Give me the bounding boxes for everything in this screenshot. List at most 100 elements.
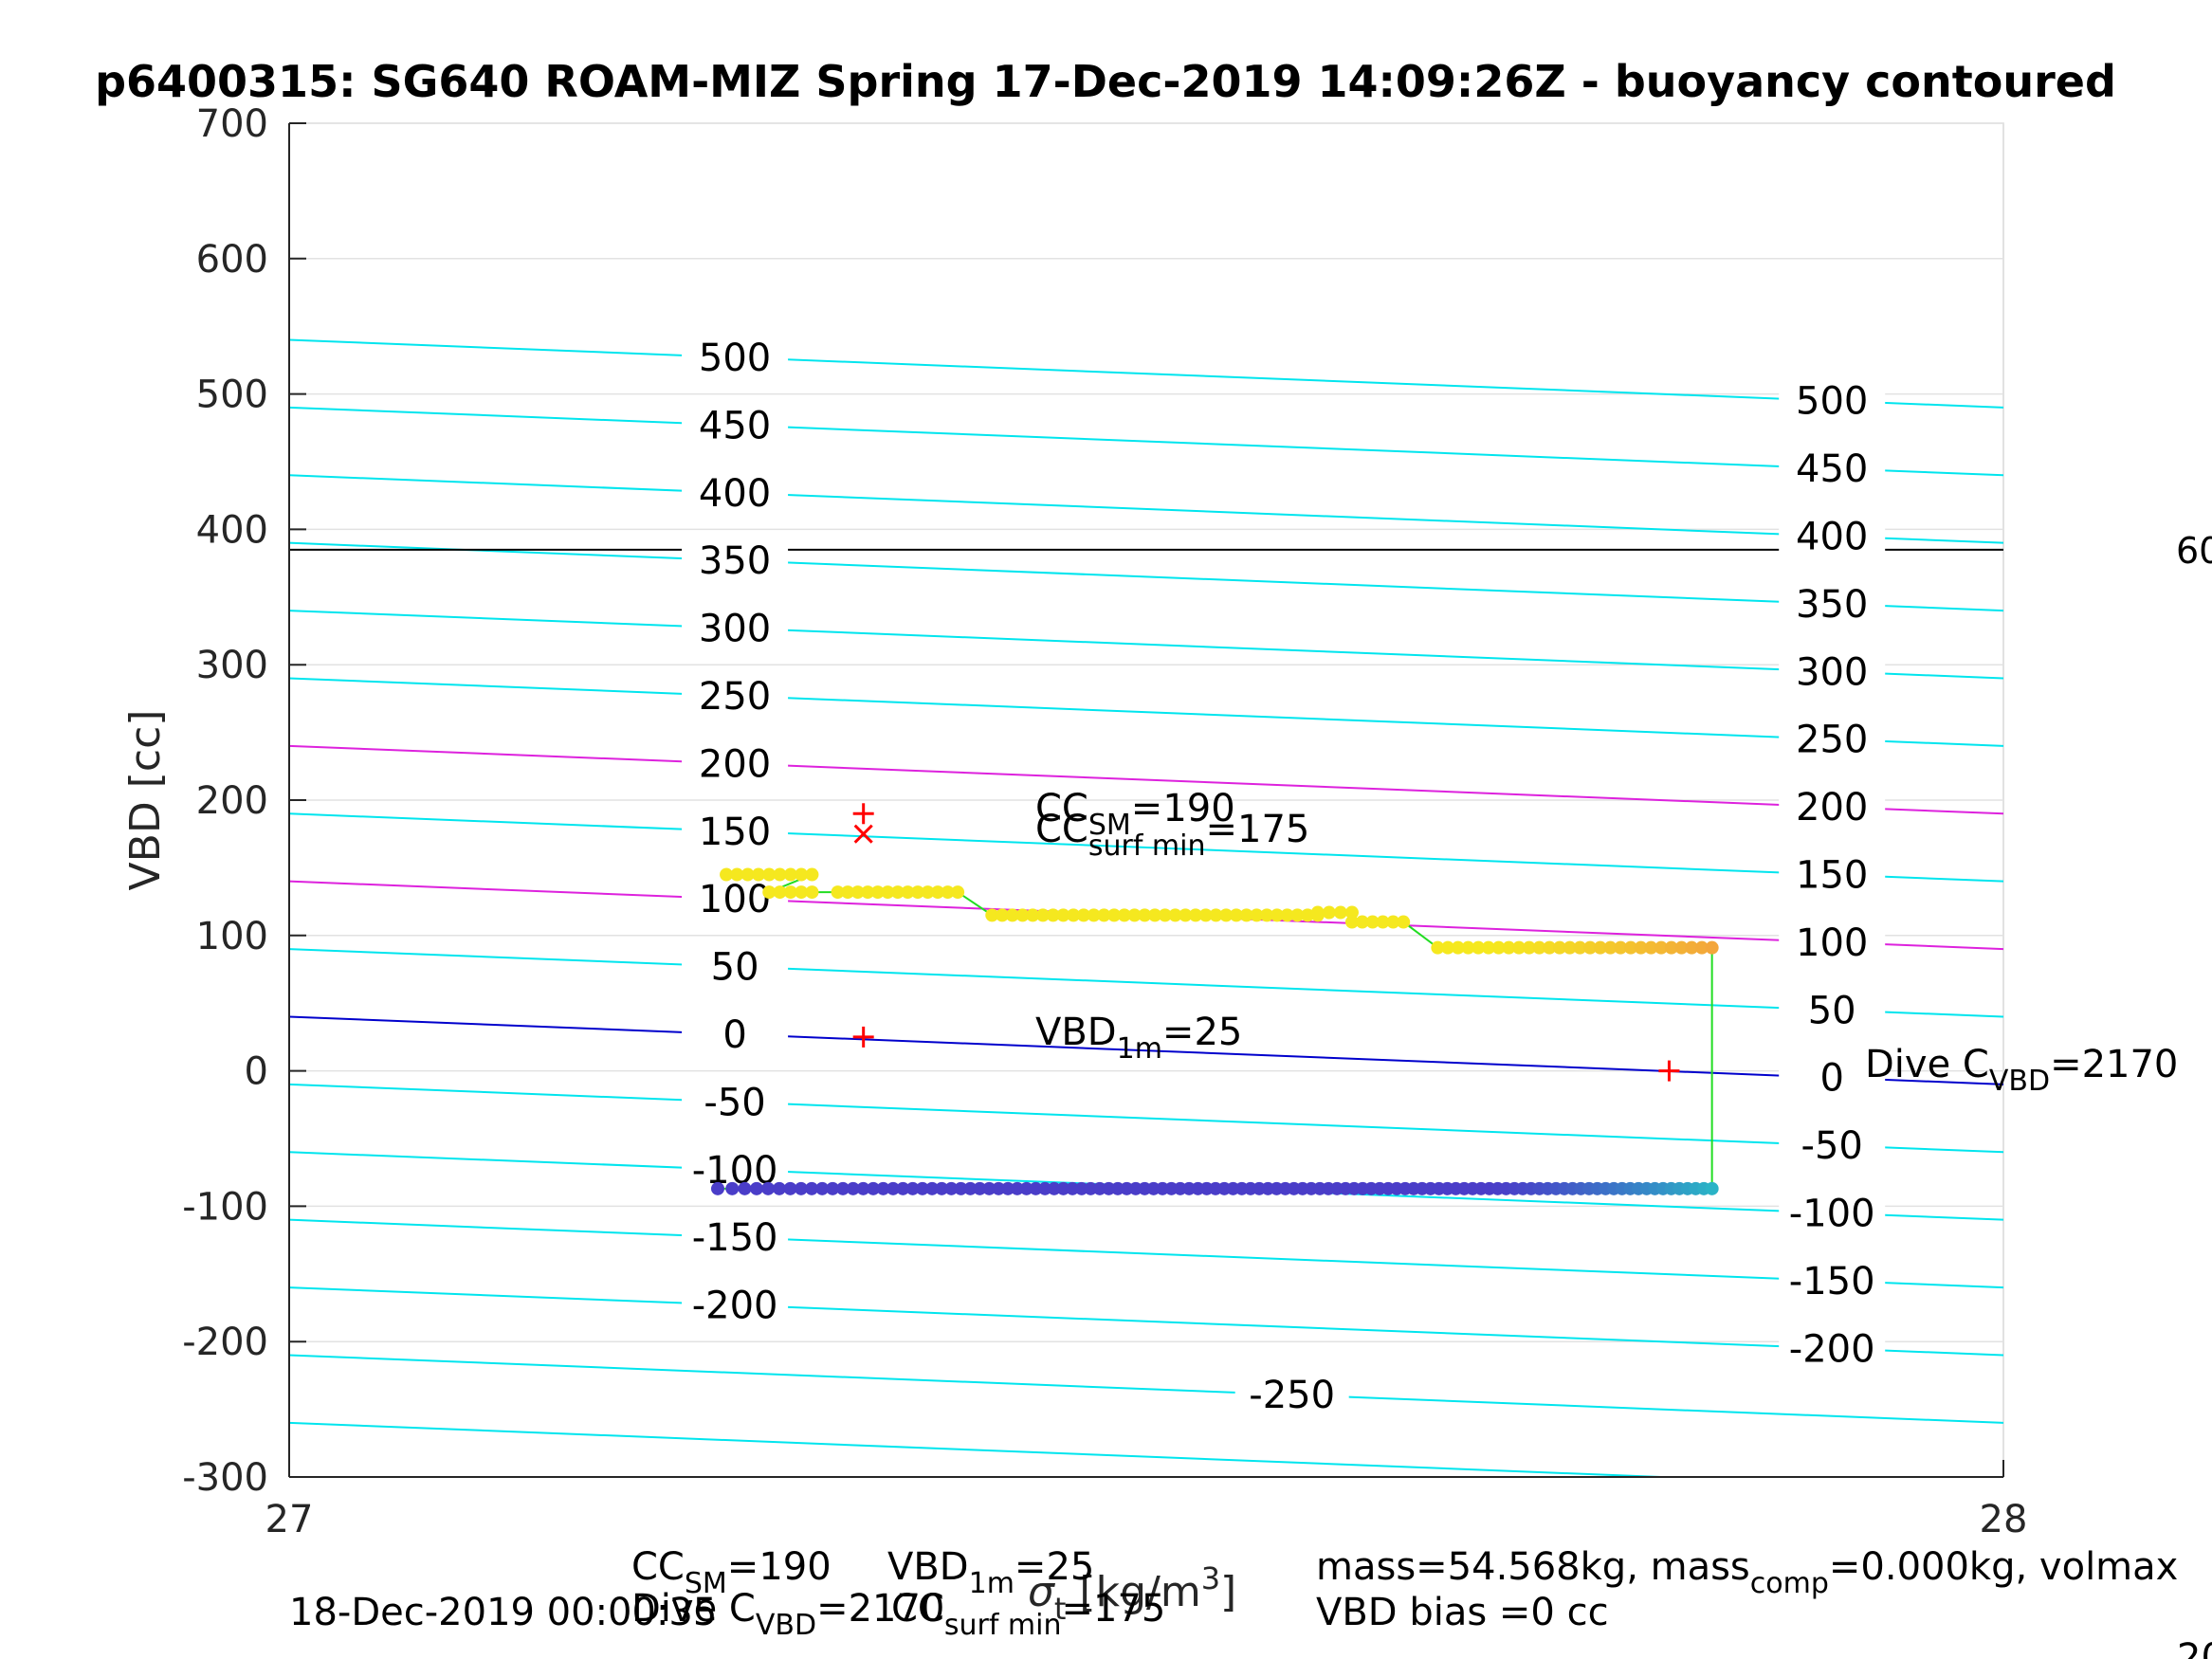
contour-label-bg — [682, 607, 789, 649]
annotation-cc-sm: CCSM=190 — [1035, 787, 1235, 842]
dive-point — [1431, 940, 1445, 955]
contour-label: 500 — [699, 337, 771, 380]
dive-point — [762, 867, 777, 882]
contour-label-bg — [1779, 1056, 1886, 1099]
annotation-cc-surf-min: CCsurf min=175 — [1035, 808, 1309, 863]
contour-label-bg — [1779, 582, 1886, 625]
contour-line — [289, 338, 2003, 409]
contour-line — [289, 406, 2003, 477]
dive-point — [1502, 940, 1516, 955]
climb-point — [1705, 1181, 1719, 1195]
climb-point — [1056, 1181, 1070, 1195]
contour-label-bg — [682, 810, 789, 852]
climb-point — [1074, 1181, 1088, 1195]
footer-cc-surf-min: CCsurf min=175 — [891, 1587, 1165, 1642]
dive-point — [751, 867, 765, 882]
x-axis-label: σt [kg/m3] — [1028, 1560, 1236, 1627]
contour-label: 100 — [699, 878, 771, 921]
climb-point — [738, 1181, 752, 1195]
contour-label: -100 — [1789, 1193, 1875, 1236]
dive-point — [1644, 940, 1658, 955]
climb-point — [982, 1181, 996, 1195]
contour-line — [289, 474, 2003, 544]
contour-label-bg — [1779, 1327, 1886, 1370]
dive-point — [805, 885, 819, 900]
dive-point — [805, 867, 819, 882]
climb-point — [711, 1181, 724, 1195]
footer-dive-c: Dive CVBD=2170 — [631, 1587, 944, 1642]
climb-point — [925, 1181, 940, 1195]
climb-point — [1066, 1181, 1080, 1195]
dive-point — [831, 885, 845, 900]
dive-point — [795, 885, 809, 900]
climb-point — [992, 1181, 1006, 1195]
y-tick-label: 100 — [196, 915, 268, 958]
climb-point — [783, 1181, 797, 1195]
dive-point — [1168, 908, 1182, 922]
dive-point — [850, 885, 865, 900]
climb-point — [761, 1181, 776, 1195]
contour-label-bg — [682, 539, 789, 582]
dive-point — [1138, 908, 1152, 922]
contour-label: 150 — [1796, 854, 1868, 898]
dive-point — [1705, 940, 1719, 955]
climb-point — [886, 1181, 900, 1195]
chart-title: p6400315: SG640 ROAM-MIZ Spring 17-Dec-2… — [95, 56, 2116, 107]
contour-line — [289, 1015, 2003, 1085]
climb-point — [836, 1181, 850, 1195]
y-tick-label: 300 — [196, 644, 268, 687]
contour-label: -200 — [1789, 1327, 1875, 1371]
dive-point — [1322, 905, 1336, 920]
contour-label-bg — [682, 471, 789, 514]
contour-label: 450 — [1796, 447, 1868, 491]
contour-line — [289, 677, 2003, 747]
contour-label-bg — [1779, 989, 1886, 1031]
contour-label-bg — [682, 1216, 789, 1259]
dive-point — [783, 885, 797, 900]
dive-point — [1148, 908, 1162, 922]
dive-point — [1543, 940, 1557, 955]
dive-point — [841, 885, 855, 900]
dive-point — [1056, 908, 1070, 922]
dive-point — [1522, 940, 1536, 955]
dive-point — [901, 885, 915, 900]
dive-point — [1188, 908, 1202, 922]
contour-label-bg — [682, 1081, 789, 1123]
climb-point — [815, 1181, 830, 1195]
climb-point — [935, 1181, 949, 1195]
climb-point — [749, 1181, 763, 1195]
dive-point — [773, 885, 787, 900]
contour-label: 250 — [1796, 719, 1868, 762]
dive-point — [730, 867, 744, 882]
footer-vbd-1m: VBD1m=25 — [887, 1545, 1094, 1600]
climb-point — [846, 1181, 860, 1195]
dive-point — [1441, 940, 1455, 955]
dive-point — [1198, 908, 1213, 922]
climb-point — [963, 1181, 978, 1195]
contour-line — [289, 1286, 2003, 1357]
dive-point — [1397, 915, 1411, 929]
dive-point — [1376, 915, 1390, 929]
climb-point — [856, 1181, 870, 1195]
dive-point — [795, 867, 809, 882]
contour-label-bg — [1779, 1124, 1886, 1167]
contour-label: 50 — [1808, 989, 1856, 1032]
dive-point — [1301, 908, 1315, 922]
contour-label: 300 — [699, 608, 771, 651]
dive-point — [1097, 908, 1111, 922]
climb-point — [915, 1181, 929, 1195]
dive-point — [1614, 940, 1628, 955]
dive-point — [1344, 905, 1359, 920]
climb-point — [725, 1181, 740, 1195]
dive-point — [1386, 915, 1400, 929]
x-tick-label: 28 — [1980, 1498, 2028, 1541]
y-tick-label: 0 — [245, 1050, 268, 1094]
contour-labels: -200 -150 -100 -50 0 50 100 150 200 250 300 350 400 4… — [682, 337, 1886, 1417]
contour-label: 250 — [699, 675, 771, 719]
dive-point — [870, 885, 885, 900]
dive-point — [1583, 940, 1598, 955]
climb-point — [905, 1181, 920, 1195]
dive-point — [1280, 908, 1294, 922]
climb-point — [1019, 1181, 1033, 1195]
contour-label-bg — [1234, 1374, 1349, 1416]
